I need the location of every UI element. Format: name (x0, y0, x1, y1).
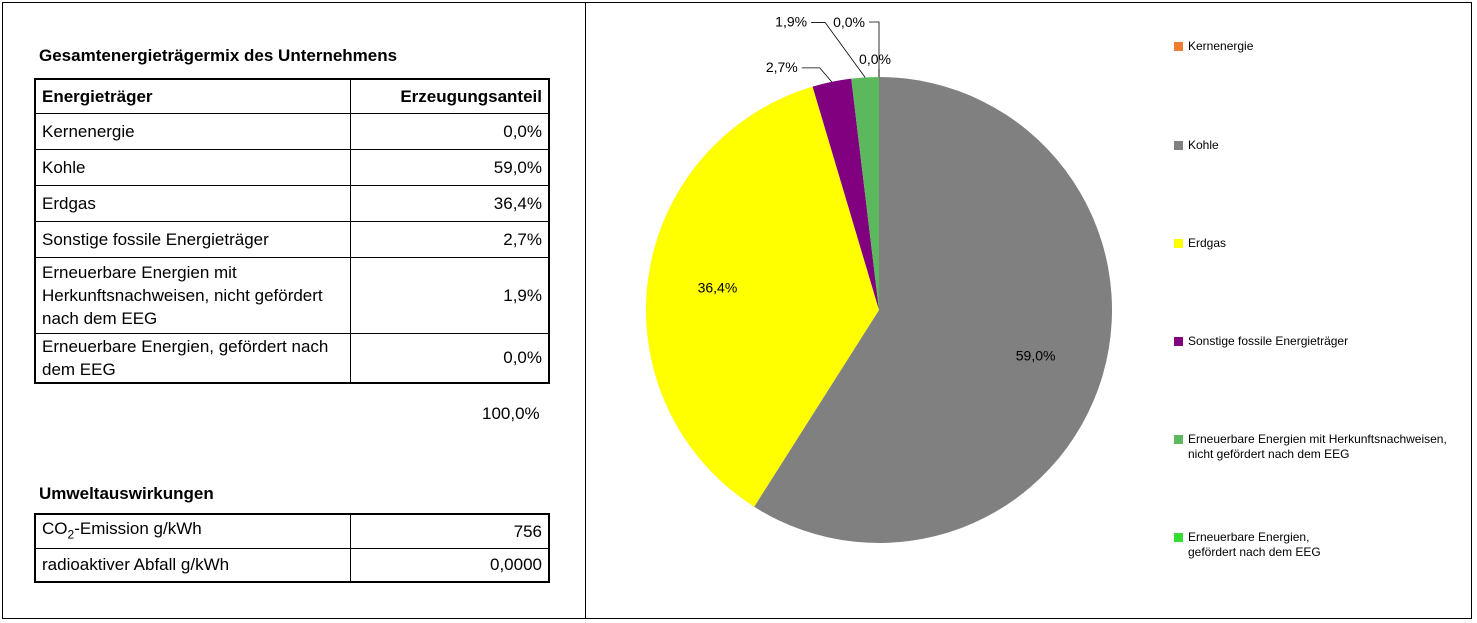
legend-item: Erdgas (1174, 236, 1468, 251)
row-label: Sonstige fossile Energieträger (34, 220, 351, 258)
data-label: 59,0% (1016, 348, 1056, 364)
legend-swatch (1174, 141, 1183, 150)
co2-subscript: 2 (67, 526, 75, 541)
leader-line (811, 22, 866, 78)
row-label: Kernenergie (34, 112, 351, 150)
pie-slice (812, 78, 879, 310)
data-label: 0,0% (859, 51, 891, 67)
table-row: Erneuerbare Energien, gefördert nach dem… (34, 332, 550, 384)
pie-slice (754, 77, 1112, 543)
data-label: 0,0% (833, 14, 865, 30)
mix-total: 100,0% (482, 404, 540, 423)
leader-line (869, 21, 880, 77)
legend-swatch (1174, 337, 1183, 346)
env-title: Umweltauswirkungen (39, 484, 214, 503)
table-row: Erdgas 36,4% (34, 184, 550, 222)
pie-slice (646, 86, 879, 507)
mix-header-share: Erzeugungsanteil (350, 78, 550, 114)
table-row: radioaktiver Abfall g/kWh 0,0000 (34, 547, 550, 583)
legend-label: Sonstige fossile Energieträger (1188, 334, 1349, 348)
row-label: Erneuerbare Energien mit Herkunftsnachwe… (34, 256, 351, 334)
legend-label: Erneuerbare Energien, gefördert nach dem… (1188, 530, 1321, 559)
table-row: CO2-Emission g/kWh 756 (34, 513, 550, 549)
legend-label: Erneuerbare Energien mit Herkunftsnachwe… (1188, 432, 1447, 461)
data-label: 36,4% (698, 280, 738, 296)
legend-label: Kohle (1188, 138, 1219, 152)
row-value: 0,0% (350, 332, 550, 384)
leader-line (801, 67, 833, 83)
co2-prefix: CO (42, 518, 68, 538)
legend-item: Kernenergie (1174, 39, 1468, 54)
legend-swatch (1174, 435, 1183, 444)
legend-item: Erneuerbare Energien mit Herkunftsnachwe… (1174, 432, 1453, 462)
table-row: Sonstige fossile Energieträger 2,7% (34, 220, 550, 258)
row-label: CO2-Emission g/kWh (34, 513, 351, 549)
mix-title: Gesamtenergieträgermix des Unternehmens (39, 46, 398, 65)
mix-header-carrier: Energieträger (34, 78, 351, 114)
legend-label: Kernenergie (1188, 39, 1254, 53)
table-row: Erneuerbare Energien mit Herkunftsnachwe… (34, 256, 550, 334)
row-label: Erneuerbare Energien, gefördert nach dem… (34, 332, 351, 384)
legend-swatch (1174, 42, 1183, 51)
legend-swatch (1174, 533, 1183, 542)
row-value: 2,7% (350, 220, 550, 258)
row-value: 0,0% (350, 112, 550, 150)
co2-suffix: -Emission g/kWh (74, 518, 202, 538)
legend-item: Erneuerbare Energien, gefördert nach dem… (1174, 530, 1353, 560)
row-label: Kohle (34, 148, 351, 186)
pie-chart: 59,0% 36,4% 2,7% 1,9% 0,0% 0,0% (646, 13, 1112, 543)
row-value: 0,0000 (350, 547, 550, 583)
row-label: Erdgas (34, 184, 351, 222)
env-table: CO2-Emission g/kWh 756 radioaktiver Abfa… (34, 513, 550, 583)
row-value: 1,9% (350, 256, 550, 334)
data-label: 2,7% (766, 59, 798, 75)
row-label: radioaktiver Abfall g/kWh (34, 547, 351, 583)
row-value: 59,0% (350, 148, 550, 186)
data-label: 1,9% (775, 13, 807, 29)
panel-divider (585, 2, 586, 619)
mix-table: Energieträger Erzeugungsanteil Kernenerg… (34, 78, 550, 384)
legend-item: Sonstige fossile Energieträger (1174, 334, 1468, 349)
pie-slice (851, 77, 879, 310)
table-row: Kohle 59,0% (34, 148, 550, 186)
row-value: 756 (350, 513, 550, 549)
table-row: Kernenergie 0,0% (34, 112, 550, 150)
row-value: 36,4% (350, 184, 550, 222)
legend-label: Erdgas (1188, 236, 1227, 250)
legend-item: Kohle (1174, 138, 1468, 153)
legend-swatch (1174, 239, 1183, 248)
